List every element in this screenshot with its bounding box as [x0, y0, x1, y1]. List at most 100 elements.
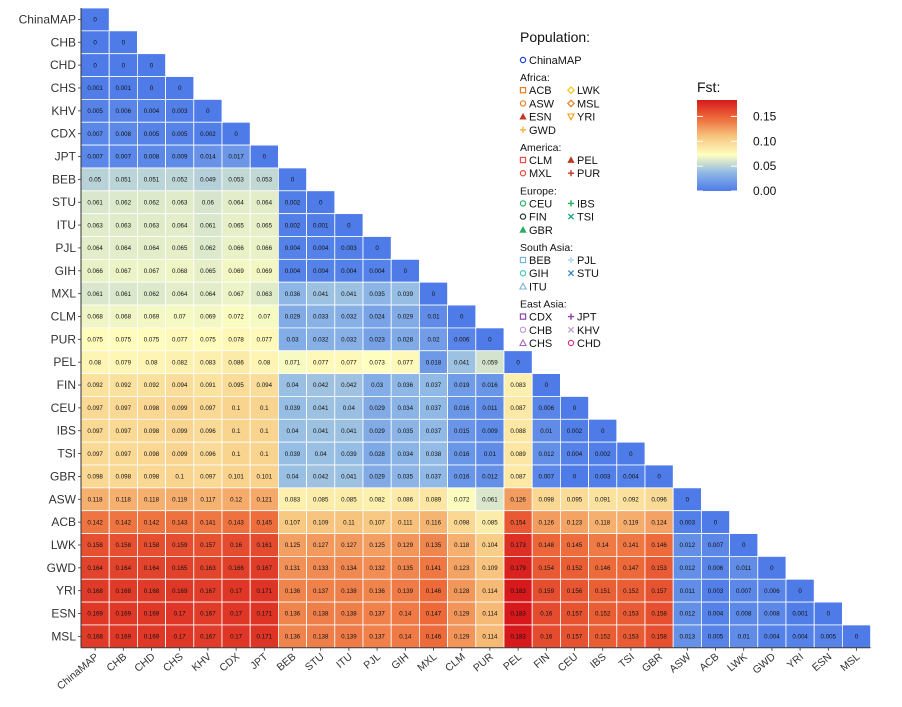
- legend-symbol-icon: [519, 326, 527, 333]
- cell-value-label: 0.075: [200, 337, 216, 344]
- cell-value-label: 0.146: [595, 565, 611, 572]
- cell-value-label: 0.156: [567, 588, 583, 595]
- cell-value-label: 0.064: [144, 245, 160, 252]
- cell-value-label: 0.001: [313, 222, 329, 229]
- cell-value-label: 0.129: [454, 611, 470, 618]
- axes: [80, 8, 871, 649]
- row-label: PJL: [55, 241, 76, 255]
- cell-value-label: 0.152: [623, 588, 639, 595]
- cell-value-label: 0.008: [144, 154, 160, 161]
- cell-value-label: 0.167: [200, 634, 216, 641]
- cell-value-label: 0.119: [623, 519, 639, 526]
- cell-value-label: 0.166: [228, 565, 244, 572]
- cell-value-label: 0.002: [285, 199, 301, 206]
- cell-value-label: 0.04: [343, 405, 356, 412]
- cell-value-label: 0.11: [343, 519, 355, 526]
- column-label: STU: [303, 651, 327, 674]
- column-label: CHS: [161, 651, 186, 674]
- cell-value-label: 0.061: [482, 496, 498, 503]
- row-label: PEL: [53, 355, 76, 369]
- cell-value-label: 0.114: [482, 588, 498, 595]
- cell-value-label: 0.002: [595, 451, 611, 458]
- legend-symbol-icon: [519, 313, 527, 320]
- cell-value-label: 0.005: [172, 131, 188, 138]
- legend-symbol-icon: [519, 112, 527, 120]
- cell-value-label: 0.029: [369, 474, 385, 481]
- cell-value-label: 0.023: [369, 337, 385, 344]
- cell-value-label: 0.152: [567, 565, 583, 572]
- cell-value-label: 0.009: [482, 428, 498, 435]
- fst-colorbar: Fst: 0.15 0.10 0.05 0.00: [697, 79, 777, 198]
- cell-value-label: 0.071: [285, 359, 301, 366]
- legend-item-label: IBS: [577, 198, 595, 210]
- legend-symbol-icon: [519, 100, 527, 107]
- cell-value-label: 0.016: [454, 405, 470, 412]
- cell-value-label: 0.101: [228, 474, 244, 481]
- cell-value-label: 0: [319, 199, 323, 206]
- cell-value-label: 0.137: [369, 634, 385, 641]
- cell-value-label: 0.164: [87, 565, 103, 572]
- column-label: JPT: [248, 651, 270, 673]
- cell-value-label: 0.163: [200, 565, 216, 572]
- cell-value-label: 0.037: [426, 428, 442, 435]
- cell-value-label: 0.075: [144, 337, 160, 344]
- legend-item-label: MXL: [529, 168, 552, 180]
- cell-value-label: 0.154: [539, 565, 555, 572]
- cell-value-label: 0.136: [285, 588, 301, 595]
- cell-value-label: 0.14: [597, 542, 610, 549]
- cell-value-label: 0.118: [595, 519, 611, 526]
- cell-value-label: 0.064: [172, 291, 188, 298]
- row-label: ITU: [57, 218, 76, 232]
- row-label: MSL: [51, 629, 76, 643]
- cell-value-label: 0.004: [764, 634, 780, 641]
- colorbar-gradient: [697, 100, 737, 191]
- column-label: CHD: [132, 651, 157, 675]
- cell-value-label: 0.098: [144, 474, 160, 481]
- cell-value-label: 0.138: [341, 588, 357, 595]
- cell-value-label: 0.158: [87, 542, 103, 549]
- cell-value-label: 0.003: [680, 519, 696, 526]
- cell-value-label: 0.012: [680, 611, 696, 618]
- legend-symbol-icon: [567, 170, 575, 177]
- cell-value-label: 0.088: [510, 428, 526, 435]
- cell-value-label: 0.086: [228, 359, 244, 366]
- cell-value-label: 0.139: [341, 634, 357, 641]
- legend-group-title: Africa:: [520, 72, 550, 84]
- cell-value-label: 0.146: [426, 588, 442, 595]
- cell-value-label: 0.158: [144, 542, 160, 549]
- cell-value-label: 0.1: [232, 405, 241, 412]
- cell-value-label: 0.154: [510, 519, 526, 526]
- cell-value-label: 0.004: [313, 245, 329, 252]
- cell-value-label: 0.179: [510, 565, 526, 572]
- cell-value-label: 0.012: [680, 565, 696, 572]
- cell-value-label: 0.007: [116, 154, 132, 161]
- cell-value-label: 0.085: [341, 496, 357, 503]
- row-label: ChinaMAP: [19, 12, 76, 26]
- cell-value-label: 0.077: [257, 337, 273, 344]
- cell-value-label: 0: [432, 291, 436, 298]
- cell-value-label: 0.042: [341, 382, 357, 389]
- cell-value-label: 0.072: [228, 314, 244, 321]
- cell-value-label: 0.097: [87, 405, 103, 412]
- cell-value-label: 0.098: [144, 451, 160, 458]
- cell-value-label: 0.036: [398, 382, 414, 389]
- column-label: PEL: [501, 651, 524, 673]
- cell-value-label: 0.068: [116, 314, 132, 321]
- cell-value-label: 0.16: [230, 542, 243, 549]
- cell-value-label: 0.006: [454, 337, 470, 344]
- cell-value-label: 0.007: [736, 588, 752, 595]
- cell-value-label: 0.064: [172, 222, 188, 229]
- cell-value-label: 0.012: [539, 451, 555, 458]
- cell-value-label: 0: [573, 405, 577, 412]
- cell-value-label: 0.094: [257, 382, 273, 389]
- legend-symbol-icon: [519, 156, 527, 164]
- cell-value-label: 0: [206, 108, 210, 115]
- cell-value-label: 0.127: [313, 542, 329, 549]
- row-label: PUR: [51, 332, 77, 346]
- row-label: FIN: [57, 378, 76, 392]
- cell-value-label: 0.008: [736, 611, 752, 618]
- cell-value-label: 0.004: [285, 268, 301, 275]
- cell-value-label: 0.009: [172, 154, 188, 161]
- cell-value-label: 0.062: [144, 199, 160, 206]
- legend-group-title: Europe:: [520, 185, 557, 197]
